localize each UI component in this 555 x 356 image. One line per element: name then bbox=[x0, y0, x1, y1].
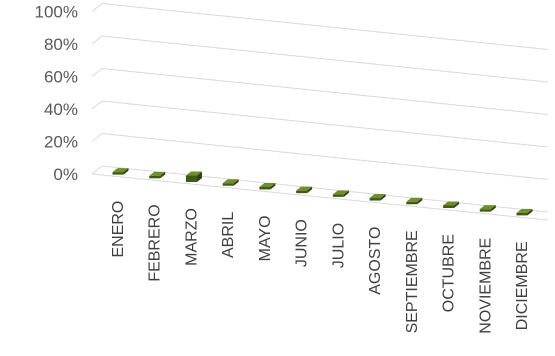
bar-front bbox=[479, 209, 491, 212]
bar-side bbox=[160, 171, 166, 179]
bar-febrero bbox=[149, 171, 166, 179]
bar-top bbox=[443, 201, 460, 206]
bar-front bbox=[296, 190, 308, 194]
y-tick-label: 100% bbox=[35, 3, 78, 22]
floor-edge bbox=[91, 173, 549, 221]
bar-junio bbox=[296, 186, 313, 194]
bar-top bbox=[516, 208, 533, 213]
x-category-label: MARZO bbox=[183, 208, 200, 266]
bar-side bbox=[417, 197, 423, 205]
bar-top bbox=[479, 205, 496, 210]
bar-side bbox=[380, 194, 386, 201]
gridline bbox=[101, 35, 549, 83]
bar-top bbox=[332, 190, 349, 195]
gridline-depth bbox=[91, 133, 103, 142]
bar-top bbox=[112, 168, 129, 173]
bar-front bbox=[443, 205, 455, 208]
y-axis-tick-labels: 0% 20% 40% 60% 80% 100% bbox=[35, 3, 78, 185]
bar-side bbox=[454, 201, 460, 208]
bar-top bbox=[369, 194, 386, 199]
y-tick-label: 0% bbox=[53, 165, 78, 184]
bar-front bbox=[222, 183, 234, 186]
gridline-depth bbox=[91, 100, 103, 110]
bar-front bbox=[149, 175, 161, 179]
gridline bbox=[101, 133, 549, 180]
bar-side bbox=[270, 182, 276, 190]
bar-agosto bbox=[369, 194, 386, 201]
bar-abril bbox=[222, 179, 239, 186]
bar-octubre bbox=[443, 201, 460, 208]
gridline-depth bbox=[91, 3, 103, 12]
bar-diciembre bbox=[516, 208, 533, 216]
x-category-label: ENERO bbox=[110, 201, 127, 258]
bar-noviembre bbox=[479, 205, 496, 212]
bar-side bbox=[196, 171, 202, 183]
x-category-label: JUNIO bbox=[294, 219, 311, 267]
bar-front bbox=[516, 212, 528, 216]
gridline bbox=[101, 3, 549, 50]
bar-front bbox=[259, 186, 271, 190]
bar-front bbox=[369, 198, 381, 201]
bar-front bbox=[112, 172, 124, 175]
x-category-label: JULIO bbox=[330, 223, 347, 268]
bar-side bbox=[233, 179, 239, 186]
bar-marzo bbox=[185, 171, 202, 183]
bar-enero bbox=[112, 168, 129, 175]
x-category-label: SEPTIEMBRE bbox=[404, 230, 421, 333]
bar-side bbox=[307, 186, 313, 194]
x-category-label: ABRIL bbox=[220, 212, 237, 258]
bar-top bbox=[296, 186, 313, 191]
gridlines bbox=[91, 3, 549, 221]
bar-top bbox=[185, 171, 202, 176]
y-tick-label: 80% bbox=[44, 35, 78, 54]
gridline-depth bbox=[91, 165, 103, 175]
bars bbox=[112, 168, 533, 216]
x-axis-category-labels: ENERO FEBRERO MARZO ABRIL MAYO JUNIO JULIO AGOS… bbox=[110, 201, 531, 334]
x-category-label: DICIEMBRE bbox=[514, 241, 531, 330]
gridline bbox=[101, 165, 549, 213]
x-category-label: MAYO bbox=[257, 215, 274, 261]
bar-julio bbox=[332, 190, 349, 197]
x-category-label: NOVIEMBRE bbox=[477, 238, 494, 334]
bar-septiembre bbox=[406, 197, 423, 205]
bar-side bbox=[527, 208, 533, 216]
bar-top bbox=[222, 179, 239, 184]
bar-top bbox=[406, 197, 423, 202]
x-category-label: AGOSTO bbox=[367, 227, 384, 295]
gridline-depth bbox=[91, 35, 103, 45]
x-category-label: OCTUBRE bbox=[441, 234, 458, 312]
bar-top bbox=[149, 171, 166, 176]
bar-side bbox=[490, 205, 496, 212]
bar-front bbox=[185, 175, 197, 183]
bar-mayo bbox=[259, 182, 276, 190]
bar-front bbox=[406, 201, 418, 205]
y-tick-label: 20% bbox=[44, 133, 78, 152]
gridline bbox=[101, 68, 549, 115]
bar-front bbox=[332, 194, 344, 197]
y-tick-label: 40% bbox=[44, 100, 78, 119]
bar-side bbox=[123, 168, 129, 175]
bar-side bbox=[343, 190, 349, 197]
gridline bbox=[101, 100, 549, 148]
y-tick-label: 60% bbox=[44, 68, 78, 87]
gridline-depth bbox=[91, 68, 103, 77]
bar-top bbox=[259, 182, 276, 187]
x-category-label: FEBRERO bbox=[147, 204, 164, 281]
